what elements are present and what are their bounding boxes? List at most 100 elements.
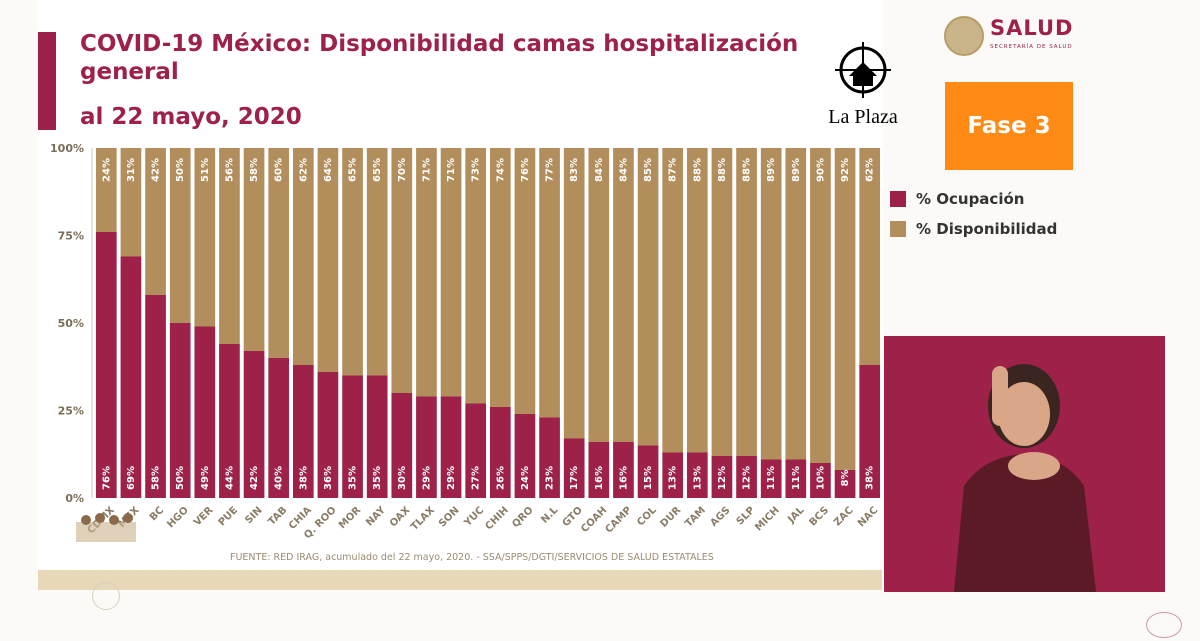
data-label-disponibilidad: 31% [126,158,137,182]
bar-ocupacion [563,438,585,498]
x-tick-label: MOR [337,505,363,531]
data-label-disponibilidad: 50% [175,158,186,182]
data-label-ocupacion: 50% [175,466,186,490]
bar-ocupacion [859,365,880,498]
y-tick-label: 0% [65,492,84,505]
bar-disponibilidad [785,148,807,460]
data-label-disponibilidad: 51% [200,158,211,182]
bar-ocupacion [810,463,831,498]
data-label-disponibilidad: 65% [372,158,383,182]
page-subtitle: al 22 mayo, 2020 [80,104,302,130]
bar-disponibilidad [95,148,117,232]
x-tick-label: NAC [856,505,880,529]
bar-disponibilidad [539,148,560,418]
bar-ocupacion [711,456,733,498]
bar-ocupacion [834,470,856,498]
bar-ocupacion [785,459,807,498]
bar-disponibilidad [145,148,166,295]
bar-disponibilidad [243,148,265,351]
data-label-ocupacion: 42% [249,466,260,490]
data-label-ocupacion: 26% [495,466,506,490]
data-label-ocupacion: 24% [520,466,531,490]
bar-ocupacion [514,414,536,498]
data-label-ocupacion: 58% [151,466,162,490]
bar-disponibilidad [711,148,733,456]
data-label-ocupacion: 44% [224,466,235,490]
salud-label: SALUD [990,16,1074,40]
data-label-ocupacion: 11% [766,466,777,490]
x-tick-label: CAMP [603,505,634,536]
salud-logo: SALUD SECRETARÍA DE SALUD [944,14,1084,58]
x-tick-label: JAL [785,504,807,526]
data-label-ocupacion: 27% [471,466,482,490]
data-label-disponibilidad: 83% [569,158,580,182]
y-tick-label: 100% [50,142,84,155]
legend-item-ocupacion: % Ocupación [890,190,1057,208]
data-label-ocupacion: 69% [126,466,137,490]
bar-ocupacion [760,459,782,498]
bar-ocupacion [268,358,290,498]
data-label-ocupacion: 76% [101,466,112,490]
bar-ocupacion [145,295,166,498]
bar-ocupacion [489,407,511,498]
x-tick-label: PUE [217,505,241,529]
bar-ocupacion [95,232,117,498]
data-label-disponibilidad: 85% [643,158,654,182]
legend-label-ocupacion: % Ocupación [916,190,1025,208]
x-tick-label: NAY [364,504,388,528]
data-label-ocupacion: 17% [569,466,580,490]
bar-ocupacion [686,452,708,498]
data-label-disponibilidad: 88% [742,158,753,182]
footer-seal-icon [92,582,120,610]
data-label-ocupacion: 8% [840,470,851,487]
data-label-disponibilidad: 87% [668,158,679,182]
bar-ocupacion [169,323,191,498]
x-tick-label: SON [437,505,462,530]
sign-language-interpreter [884,336,1165,592]
la-plaza-label: La Plaza [828,106,898,128]
data-label-ocupacion: 15% [643,466,654,490]
x-tick-label: TAM [683,505,708,530]
legend-item-disponibilidad: % Disponibilidad [890,220,1057,238]
data-label-ocupacion: 35% [348,466,359,490]
data-label-disponibilidad: 73% [471,158,482,182]
bar-disponibilidad [465,148,487,404]
bar-disponibilidad [686,148,708,453]
data-label-disponibilidad: 56% [224,158,235,182]
data-label-disponibilidad: 70% [397,158,408,182]
bar-ocupacion [440,396,462,498]
gobierno-mexico-logo [1146,612,1182,638]
salud-sublabel: SECRETARÍA DE SALUD [990,44,1073,50]
x-tick-label: BC [148,505,166,523]
data-label-disponibilidad: 60% [274,158,285,182]
bar-disponibilidad [391,148,413,393]
bar-disponibilidad [416,148,437,397]
data-label-disponibilidad: 84% [594,158,605,182]
x-tick-label: AGS [708,505,732,529]
bar-ocupacion [219,344,240,498]
x-tick-label: YUC [462,505,487,530]
bar-ocupacion [391,393,413,498]
data-label-ocupacion: 16% [594,466,605,490]
stacked-bar-chart: 0%25%50%75%100%24%76%CDMX31%69%MEX42%58%… [50,142,880,541]
data-label-disponibilidad: 42% [151,158,162,182]
data-label-disponibilidad: 62% [865,158,876,182]
bar-ocupacion [416,396,437,498]
data-label-disponibilidad: 89% [766,158,777,182]
bar-ocupacion [366,375,388,498]
data-label-ocupacion: 23% [545,466,556,490]
data-label-ocupacion: 29% [446,466,457,490]
data-label-ocupacion: 11% [791,466,802,490]
bar-ocupacion [736,456,757,498]
bar-disponibilidad [834,148,856,470]
bar-ocupacion [342,375,363,498]
bar-disponibilidad [268,148,290,358]
bar-ocupacion [243,351,265,498]
bar-disponibilidad [120,148,142,257]
data-label-disponibilidad: 88% [692,158,703,182]
bar-disponibilidad [760,148,782,460]
bar-disponibilidad [736,148,757,456]
x-tick-label: VER [192,505,216,529]
data-label-ocupacion: 13% [668,466,679,490]
la-plaza-icon [835,42,891,98]
